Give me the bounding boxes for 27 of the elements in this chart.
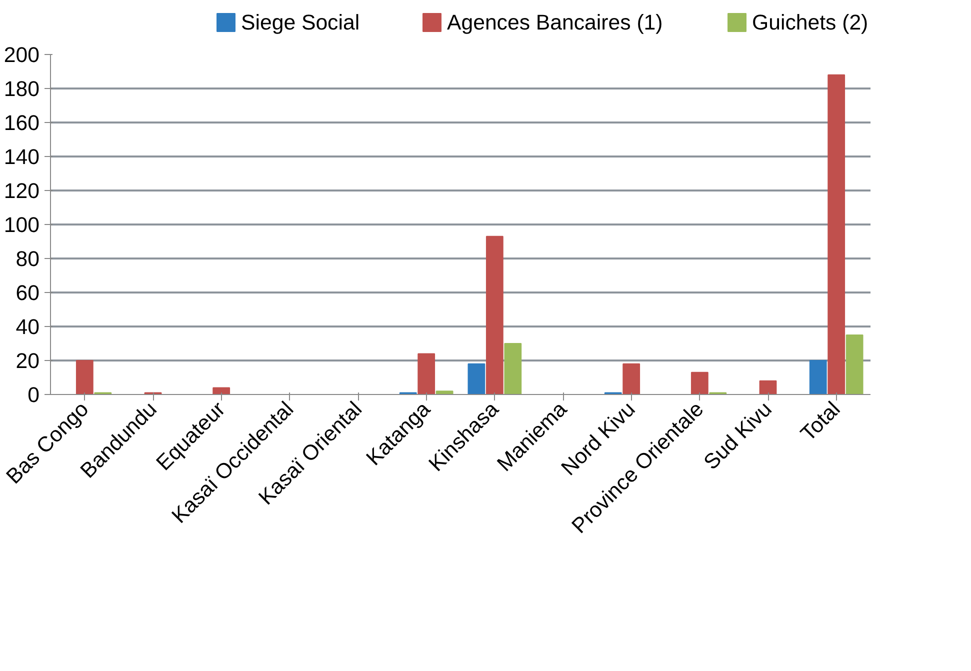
y-tick-label: 180 <box>4 77 40 101</box>
y-tick-label: 200 <box>4 43 40 67</box>
bar <box>76 360 94 394</box>
bar <box>468 363 486 394</box>
bar <box>759 380 777 394</box>
bar <box>690 372 708 394</box>
y-tick-label: 40 <box>16 315 40 339</box>
y-tick-label: 100 <box>4 213 40 237</box>
bar <box>809 360 827 394</box>
bar <box>418 353 436 394</box>
bar <box>504 343 522 394</box>
bar <box>486 236 504 394</box>
y-tick-label: 20 <box>16 349 40 373</box>
legend-label: Guichets (2) <box>752 10 868 34</box>
y-tick-label: 120 <box>4 179 40 203</box>
bar <box>436 390 454 394</box>
y-tick-label: 0 <box>28 383 40 407</box>
bar <box>212 387 230 394</box>
bar <box>846 334 864 394</box>
bar <box>622 363 640 394</box>
y-tick-label: 140 <box>4 145 40 169</box>
legend-label: Siege Social <box>241 10 360 34</box>
bar <box>828 74 846 394</box>
y-tick-label: 80 <box>16 247 40 271</box>
y-tick-label: 60 <box>16 281 40 305</box>
y-tick-label: 160 <box>4 111 40 135</box>
legend-label: Agences Bancaires (1) <box>447 10 663 34</box>
